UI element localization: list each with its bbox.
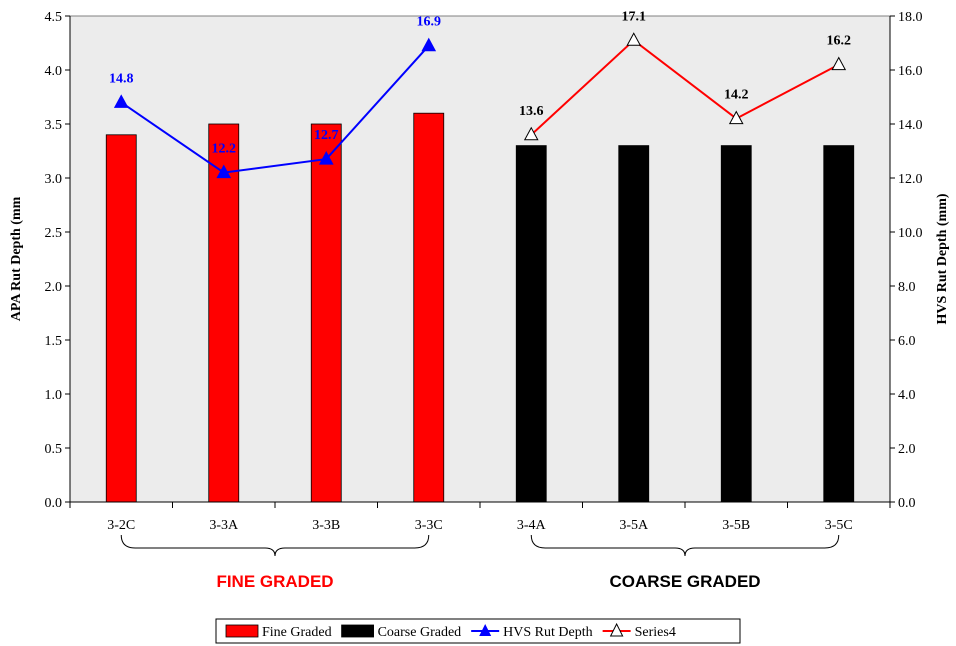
lines-layer: 14.8 12.2 12.7 16.9 13.6 17.1 14.2 16.2 (109, 9, 852, 179)
legend-swatch (341, 624, 374, 638)
y-tick-label: 2.0 (45, 280, 63, 295)
y-tick-label: 1.5 (45, 334, 63, 349)
legend-label: HVS Rut Depth (503, 625, 592, 640)
point-marker (728, 110, 744, 125)
y2-tick-label: 16.0 (898, 64, 923, 79)
y2-tick-label: 0.0 (898, 496, 916, 511)
group-brace (120, 534, 430, 557)
y-tick-label: 4.5 (45, 10, 63, 25)
legend-marker (609, 622, 624, 637)
bars-layer (105, 112, 855, 503)
legend-marker (479, 624, 492, 636)
data-label: 16.9 (417, 15, 442, 30)
x-tick-label: 3-3A (209, 518, 239, 533)
y-tick-label: 1.0 (45, 388, 63, 403)
data-label: 16.2 (827, 34, 852, 49)
data-label: 12.7 (314, 128, 339, 143)
axes-layer: 0.0 0.5 1.0 1.5 2.0 2.5 3.0 3.5 4.0 4.5 0.0 2.0 4.0 6… (45, 10, 923, 533)
y-tick-label: 2.5 (45, 226, 63, 241)
bar (720, 145, 752, 503)
y-tick-label: 0.0 (45, 496, 63, 511)
point-marker (113, 94, 129, 108)
group-label: COARSE GRADED (609, 572, 760, 591)
data-label: 12.2 (212, 142, 237, 157)
x-tick-label: 3-5C (825, 518, 853, 533)
y-tick-label: 0.5 (45, 442, 63, 457)
y-tick-label: 4.0 (45, 64, 63, 79)
x-tick-label: 3-3B (312, 518, 340, 533)
x-tick-label: 3-5A (619, 518, 649, 533)
x-tick-label: 3-3C (415, 518, 443, 533)
y-tick-label: 3.0 (45, 172, 63, 187)
point-marker (318, 151, 334, 165)
y-axis-title: APA Rut Depth (mm (9, 196, 24, 321)
group-brace (530, 534, 840, 557)
bar (105, 134, 137, 503)
y2-tick-label: 18.0 (898, 10, 923, 25)
legend-label: Series4 (635, 625, 676, 640)
series-line (120, 45, 430, 174)
bar (310, 123, 342, 503)
bar (618, 145, 650, 503)
point-marker (626, 32, 642, 46)
group-label: FINE GRADED (216, 572, 333, 591)
y-tick-label: 3.5 (45, 118, 63, 133)
bar (515, 145, 547, 503)
y2-tick-label: 2.0 (898, 442, 916, 457)
y2-tick-label: 12.0 (898, 172, 923, 187)
bar (208, 123, 240, 503)
data-label: 14.8 (109, 71, 134, 86)
legend: Fine Graded Coarse Graded HVS Rut Depth Ser… (215, 618, 741, 644)
y2-axis-title: HVS Rut Depth (mm) (935, 193, 950, 324)
y2-tick-label: 6.0 (898, 334, 916, 349)
group-labels-layer: FINE GRADED COARSE GRADED (120, 534, 840, 591)
plot-area (69, 15, 891, 503)
bar (823, 145, 855, 503)
y2-tick-label: 4.0 (898, 388, 916, 403)
bar (413, 112, 445, 503)
y2-tick-label: 14.0 (898, 118, 923, 133)
legend-swatch (225, 624, 259, 638)
legend-label: Coarse Graded (378, 625, 462, 640)
series-line (530, 38, 840, 136)
point-marker (523, 126, 539, 141)
x-tick-label: 3-4A (517, 518, 547, 533)
y2-tick-label: 8.0 (898, 280, 916, 295)
point-marker (421, 37, 437, 52)
legend-label: Fine Graded (262, 625, 332, 640)
x-tick-label: 3-2C (107, 518, 135, 533)
data-label: 14.2 (724, 88, 749, 103)
y2-tick-label: 10.0 (898, 226, 923, 241)
point-marker (831, 56, 847, 71)
data-label: 13.6 (519, 104, 544, 119)
data-label: 17.1 (622, 9, 647, 24)
point-marker (216, 164, 232, 179)
x-tick-label: 3-5B (722, 518, 750, 533)
